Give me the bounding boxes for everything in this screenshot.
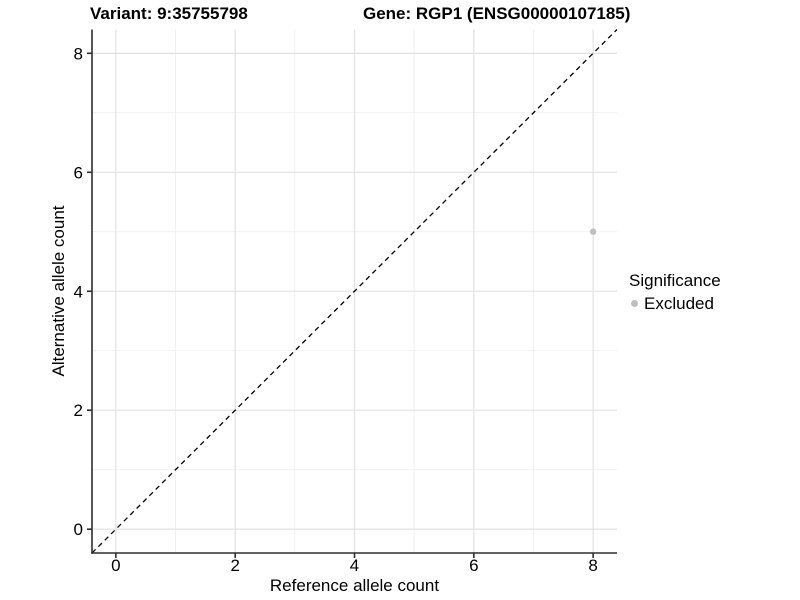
- y-tick-label: 6: [74, 163, 83, 182]
- legend-item-label: Excluded: [644, 294, 714, 313]
- identity-dashed-line: [91, 29, 618, 554]
- x-tick-label: 8: [588, 556, 597, 575]
- x-axis-title: Reference allele count: [269, 576, 440, 595]
- y-tick-label: 4: [74, 282, 83, 301]
- y-axis-title: Alternative allele count: [49, 205, 68, 377]
- plot-title-gene: Gene: RGP1 (ENSG00000107185): [363, 4, 631, 23]
- x-tick-label: 4: [350, 556, 359, 575]
- y-tick-label: 2: [74, 401, 83, 420]
- x-tick-label: 6: [469, 556, 478, 575]
- plot-title-variant: Variant: 9:35755798: [90, 4, 248, 23]
- legend-item-excluded: Excluded: [629, 294, 721, 313]
- data-points: [589, 228, 597, 235]
- legend-point-icon: [631, 300, 638, 307]
- data-point: [589, 228, 597, 235]
- axis-ticks: [87, 52, 594, 558]
- y-tick-label: 0: [74, 520, 83, 539]
- identity-line: [91, 29, 618, 554]
- legend-title: Significance: [629, 271, 721, 290]
- axis-tick-labels: 0 2 4 6 8 0 2 4 6 8: [74, 44, 598, 575]
- x-tick-label: 2: [230, 556, 239, 575]
- x-tick-label: 0: [111, 556, 120, 575]
- y-tick-label: 8: [74, 44, 83, 63]
- legend: Significance Excluded: [629, 271, 721, 313]
